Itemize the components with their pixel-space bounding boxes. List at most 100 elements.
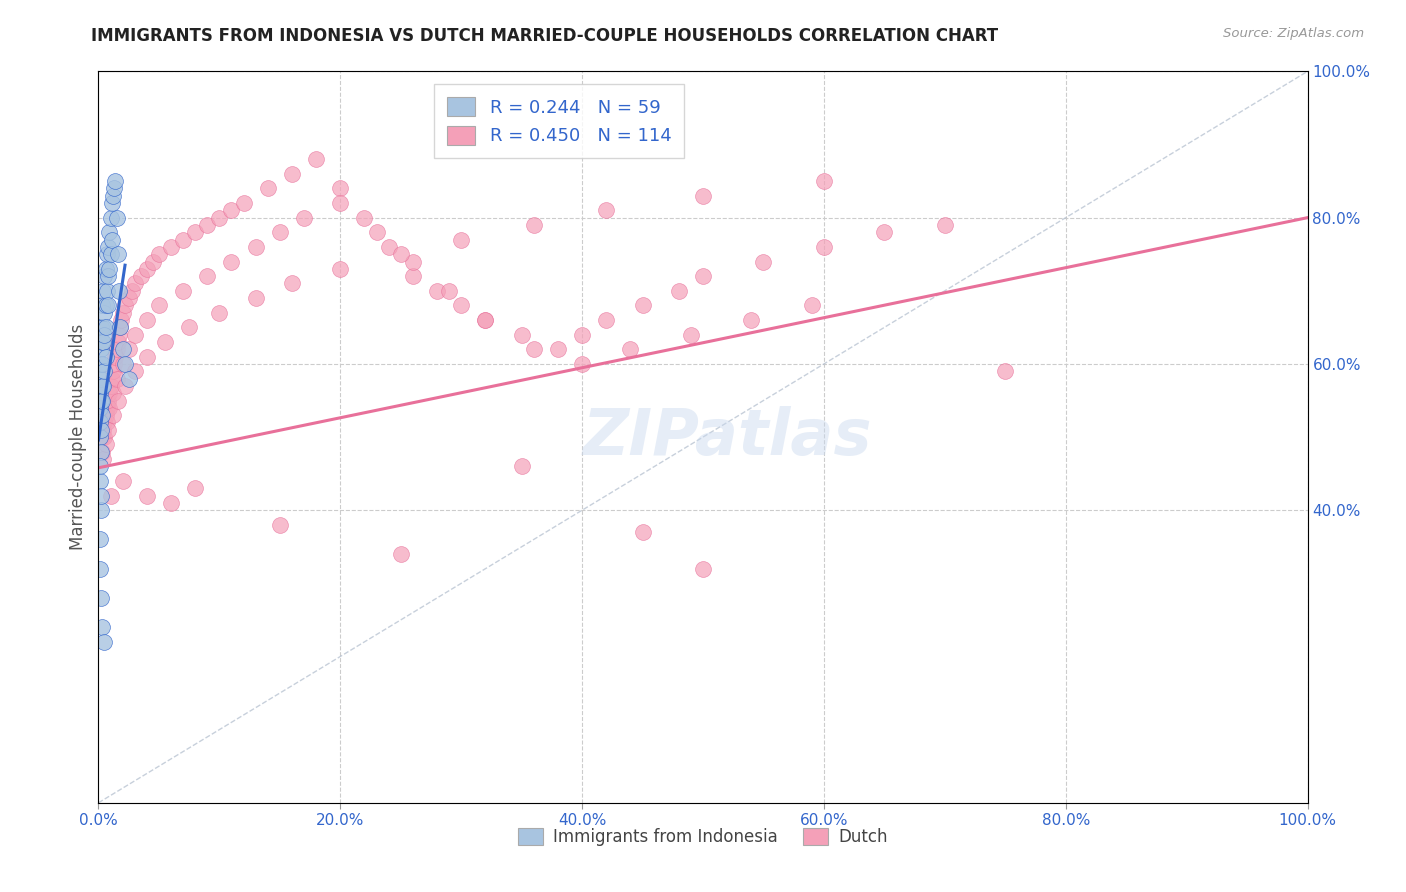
Point bbox=[221, 254, 243, 268]
Point bbox=[740, 313, 762, 327]
Point bbox=[89, 474, 111, 488]
Point bbox=[547, 343, 569, 357]
Point bbox=[389, 547, 412, 561]
Point bbox=[269, 517, 291, 532]
Point bbox=[631, 298, 654, 312]
Point bbox=[96, 247, 118, 261]
Point bbox=[118, 291, 141, 305]
Point bbox=[124, 364, 146, 378]
Point bbox=[269, 225, 291, 239]
Point bbox=[111, 306, 134, 320]
Point bbox=[97, 393, 120, 408]
Point bbox=[474, 313, 496, 327]
Point bbox=[89, 357, 111, 371]
Point bbox=[93, 306, 115, 320]
Point bbox=[994, 364, 1017, 378]
Point bbox=[89, 459, 111, 474]
Point bbox=[208, 306, 231, 320]
Point bbox=[281, 277, 304, 291]
Point bbox=[91, 320, 114, 334]
Point bbox=[93, 635, 115, 649]
Point bbox=[135, 350, 157, 364]
Point bbox=[402, 254, 425, 268]
Point bbox=[94, 298, 117, 312]
Point bbox=[523, 343, 546, 357]
Point bbox=[91, 334, 114, 349]
Point bbox=[89, 430, 111, 444]
Point bbox=[114, 379, 136, 393]
Point bbox=[510, 459, 533, 474]
Point bbox=[96, 416, 118, 430]
Point bbox=[450, 298, 472, 312]
Point bbox=[142, 254, 165, 268]
Point bbox=[692, 269, 714, 284]
Point bbox=[101, 408, 124, 422]
Point bbox=[813, 240, 835, 254]
Point bbox=[292, 211, 315, 225]
Point bbox=[94, 320, 117, 334]
Point bbox=[100, 196, 122, 211]
Point bbox=[129, 269, 152, 284]
Point bbox=[752, 254, 775, 268]
Point bbox=[107, 247, 129, 261]
Point bbox=[377, 240, 399, 254]
Point bbox=[89, 386, 111, 401]
Point bbox=[245, 291, 267, 305]
Point bbox=[232, 196, 254, 211]
Point bbox=[100, 489, 122, 503]
Point bbox=[692, 188, 714, 202]
Point bbox=[329, 261, 352, 276]
Point bbox=[353, 211, 375, 225]
Point bbox=[98, 261, 121, 276]
Point bbox=[94, 350, 117, 364]
Point bbox=[98, 386, 121, 401]
Text: ZIPatlas: ZIPatlas bbox=[582, 406, 872, 468]
Point bbox=[172, 233, 194, 247]
Point bbox=[571, 357, 593, 371]
Point bbox=[679, 327, 702, 342]
Point bbox=[800, 298, 823, 312]
Point bbox=[108, 320, 131, 334]
Point bbox=[91, 379, 114, 393]
Point bbox=[89, 401, 111, 415]
Point bbox=[450, 233, 472, 247]
Point bbox=[101, 386, 124, 401]
Point bbox=[104, 350, 127, 364]
Point bbox=[135, 313, 157, 327]
Point bbox=[96, 284, 118, 298]
Point bbox=[153, 334, 176, 349]
Point bbox=[90, 343, 112, 357]
Point bbox=[94, 408, 117, 422]
Y-axis label: Married-couple Households: Married-couple Households bbox=[69, 324, 87, 550]
Legend: Immigrants from Indonesia, Dutch: Immigrants from Indonesia, Dutch bbox=[512, 822, 894, 853]
Point bbox=[101, 364, 124, 378]
Point bbox=[97, 423, 120, 437]
Point bbox=[97, 298, 120, 312]
Point bbox=[91, 393, 114, 408]
Point bbox=[108, 284, 131, 298]
Point bbox=[91, 408, 114, 422]
Point bbox=[118, 343, 141, 357]
Point bbox=[107, 334, 129, 349]
Point bbox=[934, 218, 956, 232]
Point bbox=[135, 489, 157, 503]
Point bbox=[91, 379, 114, 393]
Point bbox=[93, 327, 115, 342]
Point bbox=[221, 203, 243, 218]
Point bbox=[101, 188, 124, 202]
Point bbox=[111, 343, 134, 357]
Point bbox=[90, 489, 112, 503]
Point bbox=[172, 284, 194, 298]
Point bbox=[93, 430, 115, 444]
Point bbox=[631, 525, 654, 540]
Point bbox=[100, 371, 122, 385]
Point bbox=[91, 357, 114, 371]
Point bbox=[107, 393, 129, 408]
Point bbox=[668, 284, 690, 298]
Point bbox=[195, 269, 218, 284]
Text: IMMIGRANTS FROM INDONESIA VS DUTCH MARRIED-COUPLE HOUSEHOLDS CORRELATION CHART: IMMIGRANTS FROM INDONESIA VS DUTCH MARRI… bbox=[91, 27, 998, 45]
Point bbox=[571, 327, 593, 342]
Point bbox=[389, 247, 412, 261]
Point bbox=[179, 320, 201, 334]
Point bbox=[110, 313, 132, 327]
